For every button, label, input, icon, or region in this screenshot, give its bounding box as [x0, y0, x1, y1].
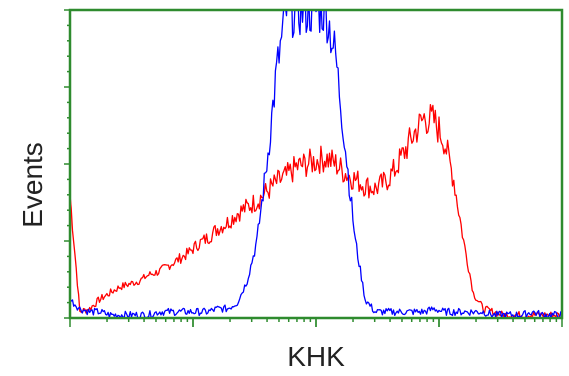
- series-line-2: [71, 11, 561, 317]
- series-line-1: [71, 103, 561, 317]
- plot-frame: [68, 8, 564, 320]
- series-layer: [71, 11, 561, 317]
- x-axis-label: KHK: [287, 341, 345, 372]
- y-axis-label: Events: [17, 142, 48, 228]
- plot-area: [64, 8, 564, 327]
- axis-ticks: [64, 9, 563, 327]
